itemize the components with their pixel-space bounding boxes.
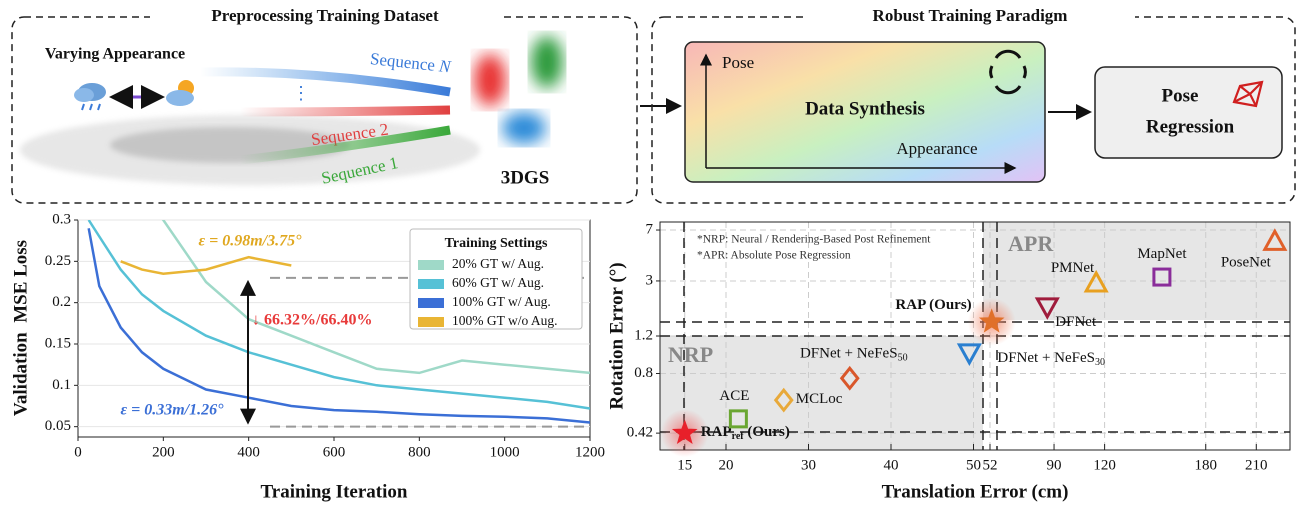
y-tick-label: 0.05: [45, 418, 71, 434]
cloud-rain: [74, 83, 106, 110]
legend-title: Training Settings: [445, 236, 548, 251]
y-tick-label: 0.15: [45, 335, 71, 351]
point-label-sub: 30: [1095, 357, 1105, 368]
annotation: ε = 0.98m/3.75°: [199, 233, 303, 250]
point-label: DFNet + NeFeS30: [997, 350, 1105, 368]
point-label: ACE: [719, 388, 749, 404]
x-tick-label: 180: [1194, 457, 1217, 473]
y-tick-label: 0.8: [634, 365, 653, 381]
y-tick-label: 3: [646, 272, 654, 288]
point-label: MapNet: [1137, 246, 1187, 262]
x-tick-label: 210: [1245, 457, 1268, 473]
note: *APR: Absolute Pose Regression: [697, 250, 851, 262]
label: 3DGS: [501, 167, 550, 188]
point-label: DFNet + NeFeS50: [800, 346, 908, 364]
x-tick-label: 200: [152, 444, 175, 460]
gaussian: [531, 36, 563, 88]
panel-title: Preprocessing Training Dataset: [211, 6, 439, 25]
legend-label: 100% GT w/o Aug.: [452, 313, 558, 328]
y-tick-label: 0.25: [45, 253, 71, 269]
legend-swatch: [418, 298, 444, 308]
legend-label: 60% GT w/ Aug.: [452, 275, 544, 290]
gaussian: [474, 54, 506, 106]
point-label: ACE: [719, 388, 749, 404]
label: Pose: [722, 53, 754, 72]
y-axis-label: Rotation Error (°): [606, 262, 627, 409]
point-label: DFNet + NeFeS: [800, 346, 898, 362]
annotation: ↓ 66.32%/66.40%: [252, 312, 372, 329]
point-label-sub: 50: [898, 353, 908, 364]
legend-swatch: [418, 260, 444, 270]
panel-title: Robust Training Paradigm: [873, 6, 1068, 25]
label: Sequence: [369, 49, 436, 75]
point-label: MapNet: [1137, 246, 1187, 262]
page: Preprocessing Training Dataset Varying A…: [0, 0, 1307, 506]
y-tick-label: 7: [646, 221, 654, 237]
sequence-arrow: [240, 110, 450, 112]
x-tick-label: 0: [74, 444, 82, 460]
figure: Preprocessing Training Dataset Varying A…: [0, 0, 1307, 506]
label: Varying Appearance: [45, 46, 185, 63]
x-tick-label: 50: [966, 457, 981, 473]
x-axis-label: Translation Error (cm): [882, 481, 1069, 502]
annotation: ε = 0.33m/1.26°: [121, 402, 225, 419]
y-axis-label: Validation MSE Loss: [10, 240, 31, 416]
point-label: PoseNet: [1221, 255, 1272, 271]
point-label: DFNet + NeFeS: [997, 350, 1095, 366]
legend-swatch: [418, 317, 444, 327]
y-tick-label: 0.42: [627, 425, 653, 441]
point-label: RAP: [701, 425, 732, 441]
sequence-arrow: [200, 72, 450, 92]
regression-box: [1095, 67, 1282, 158]
y-tick-label: 0.1: [52, 377, 71, 393]
point-label: DFNet: [1055, 314, 1097, 330]
region-label: APR: [1008, 231, 1054, 256]
x-tick-label: 800: [408, 444, 431, 460]
point-label: (Ours): [744, 425, 790, 441]
x-tick-label: 90: [1047, 457, 1062, 473]
x-tick-label: 1200: [575, 444, 605, 460]
x-tick-label: 30: [801, 457, 816, 473]
x-tick-label: 600: [323, 444, 346, 460]
x-tick-label: 400: [237, 444, 260, 460]
point-label: PoseNet: [1221, 255, 1272, 271]
point-label: RAP (Ours): [895, 297, 971, 313]
point-label-sub: ref: [732, 431, 745, 442]
x-tick-label: 20: [719, 457, 734, 473]
gaussian: [502, 112, 546, 144]
point-label: PMNet: [1051, 260, 1095, 276]
x-tick-label: 40: [884, 457, 899, 473]
point-label: MCLoc: [796, 392, 843, 408]
region-label: NRP: [668, 342, 713, 367]
label: Regression: [1146, 116, 1235, 137]
label: Appearance: [896, 139, 977, 158]
point-label: MCLoc: [796, 392, 843, 408]
label: Pose: [1162, 85, 1199, 106]
x-tick-label: 15: [677, 457, 692, 473]
legend-label: 100% GT w/ Aug.: [452, 294, 551, 309]
x-axis-label: Training Iteration: [261, 481, 408, 502]
note: *NRP: Neural / Rendering-Based Post Refi…: [697, 234, 931, 246]
y-tick-label: 0.2: [52, 294, 71, 310]
label: Sequence N: [369, 49, 453, 77]
y-tick-label: 1.2: [634, 327, 653, 343]
label: N: [437, 56, 453, 76]
legend-swatch: [418, 279, 444, 289]
dots: ⋮: [292, 83, 310, 103]
y-tick-label: 0.3: [52, 211, 71, 227]
x-tick-label: 120: [1093, 457, 1116, 473]
point-label: DFNet: [1055, 314, 1097, 330]
label: Data Synthesis: [805, 98, 925, 119]
x-tick-label: 1000: [490, 444, 520, 460]
cloud-sun: [166, 80, 194, 106]
x-tick-label: 52: [983, 457, 998, 473]
point-label: RAP (Ours): [895, 297, 971, 313]
point-label: PMNet: [1051, 260, 1095, 276]
legend-label: 20% GT w/ Aug.: [452, 256, 544, 271]
